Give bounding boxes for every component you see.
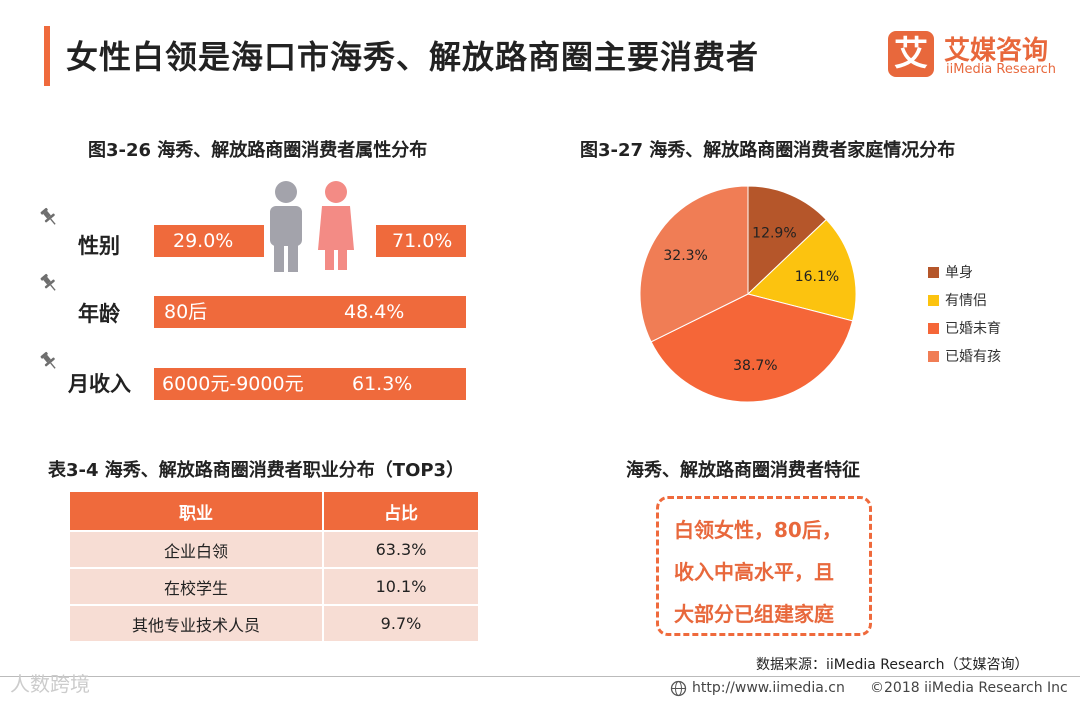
watermark-text: 人数跨境	[10, 672, 90, 696]
age-bar: 80后 48.4%	[154, 296, 466, 328]
table-header-row: 职业 占比	[70, 492, 480, 531]
pie-slice	[650, 293, 854, 403]
male-value: 29.0%	[173, 230, 234, 252]
pie-chart-title: 图3-27 海秀、解放路商圈消费者家庭情况分布	[580, 140, 956, 161]
female-value-bar: 71.0%	[376, 225, 466, 257]
female-value: 71.0%	[392, 230, 453, 252]
table-header-occupation: 职业	[70, 492, 324, 531]
legend-swatch	[928, 267, 939, 278]
legend-item: 有情侣	[928, 290, 1001, 318]
table-header-share: 占比	[323, 492, 480, 531]
legend-label: 单身	[945, 265, 973, 281]
table-title: 表3-4 海秀、解放路商圈消费者职业分布（TOP3）	[48, 460, 465, 481]
footer-copyright: ©2018 iiMedia Research Inc	[870, 680, 1068, 696]
pie-slice	[747, 185, 827, 296]
gender-label: 性别	[78, 234, 120, 258]
age-value: 48.4%	[344, 301, 405, 323]
income-bar: 6000元-9000元 61.3%	[154, 368, 466, 400]
legend-label: 有情侣	[945, 293, 987, 309]
table-row: 其他专业技术人员 9.7%	[70, 604, 480, 641]
income-category: 6000元-9000元	[162, 373, 304, 395]
logo-mark: 艾	[888, 31, 934, 77]
table-cell-occupation: 企业白领	[70, 530, 324, 568]
pie-slice-label: 32.3%	[663, 248, 707, 264]
globe-icon	[670, 680, 687, 697]
table-row: 企业白领 63.3%	[70, 530, 480, 568]
logo-name-en: iiMedia Research	[946, 62, 1057, 77]
legend-item: 已婚有孩	[928, 346, 1001, 374]
data-source: 数据来源：iiMedia Research（艾媒咨询）	[756, 657, 1029, 673]
logo-name-cn: 艾媒咨询	[944, 36, 1049, 66]
feature-box	[656, 496, 872, 636]
footer-url[interactable]: http://www.iimedia.cn	[692, 680, 845, 696]
pie-legend: 单身有情侣已婚未育已婚有孩	[928, 262, 1001, 374]
age-category: 80后	[164, 301, 208, 323]
legend-item: 已婚未育	[928, 318, 1001, 346]
feature-title: 海秀、解放路商圈消费者特征	[626, 460, 860, 481]
pie-slice	[747, 218, 857, 322]
table-cell-occupation: 在校学生	[70, 567, 324, 605]
pie-chart: 12.9% 16.1% 38.7% 32.3%	[639, 185, 857, 403]
legend-swatch	[928, 295, 939, 306]
pin-icon	[40, 351, 56, 369]
legend-label: 已婚未育	[945, 321, 1001, 337]
feature-line: 收入中高水平，且	[674, 560, 834, 584]
income-label: 月收入	[68, 372, 131, 396]
legend-item: 单身	[928, 262, 1001, 290]
occupation-table: 职业 占比 企业白领 63.3% 在校学生 10.1% 其他专业技术人员 9.7…	[70, 492, 480, 641]
table-cell-occupation: 其他专业技术人员	[70, 604, 324, 641]
pie-slice-label: 12.9%	[752, 225, 796, 241]
footer-divider	[0, 676, 1080, 677]
age-label: 年龄	[78, 302, 120, 326]
table-cell-share: 63.3%	[323, 530, 480, 568]
legend-swatch	[928, 351, 939, 362]
pie-slice-label: 38.7%	[733, 358, 777, 374]
pin-icon	[40, 207, 56, 225]
table-row: 在校学生 10.1%	[70, 567, 480, 605]
pie-slice	[639, 185, 749, 343]
male-icon	[270, 181, 302, 272]
table-cell-share: 10.1%	[323, 567, 480, 605]
attributes-title: 图3-26 海秀、解放路商圈消费者属性分布	[88, 140, 428, 161]
title-accent-bar	[44, 26, 50, 86]
table-cell-share: 9.7%	[323, 604, 480, 641]
feature-line: 大部分已组建家庭	[674, 602, 834, 626]
legend-label: 已婚有孩	[945, 349, 1001, 365]
page-title: 女性白领是海口市海秀、解放路商圈主要消费者	[66, 38, 760, 76]
legend-swatch	[928, 323, 939, 334]
feature-line: 白领女性，80后，	[674, 518, 842, 542]
male-value-bar: 29.0%	[154, 225, 264, 257]
female-icon	[318, 181, 354, 270]
pin-icon	[40, 273, 56, 291]
income-value: 61.3%	[352, 373, 413, 395]
pie-slice-label: 16.1%	[795, 269, 839, 285]
